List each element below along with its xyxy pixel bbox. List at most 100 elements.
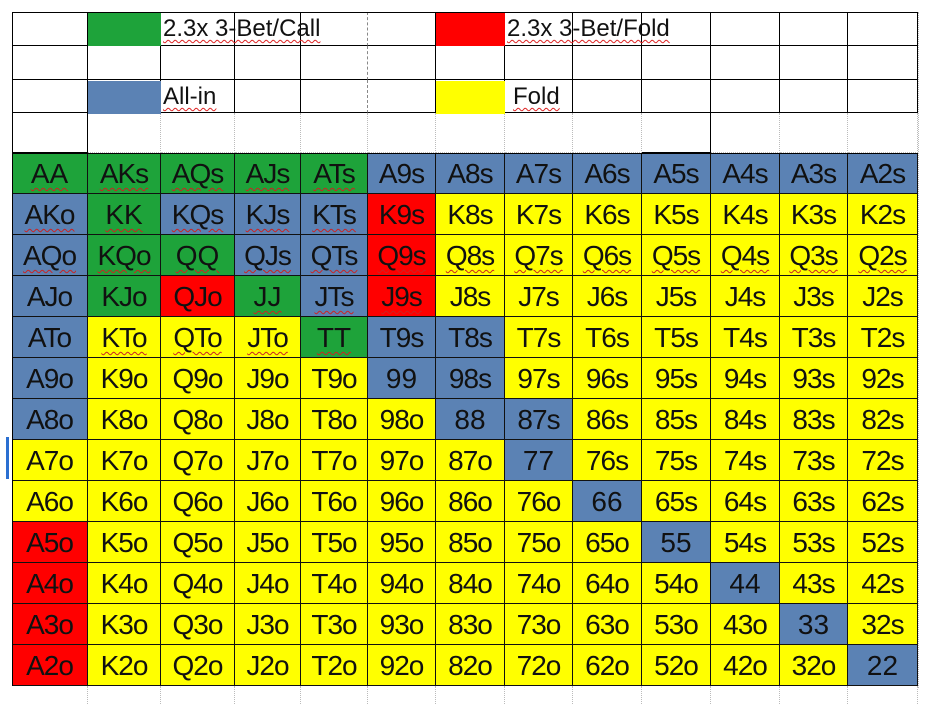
- hand-cell-44[interactable]: 44: [711, 563, 780, 604]
- hand-cell-Q7s[interactable]: Q7s: [505, 235, 573, 276]
- sheet-cell[interactable]: [88, 46, 161, 80]
- hand-cell-85o[interactable]: 85o: [436, 522, 505, 563]
- hand-cell-T3s[interactable]: T3s: [780, 317, 848, 358]
- hand-cell-T9o[interactable]: T9o: [301, 358, 368, 399]
- hand-cell-A8s[interactable]: A8s: [436, 153, 505, 194]
- hand-cell-74o[interactable]: 74o: [505, 563, 573, 604]
- hand-cell-J8s[interactable]: J8s: [436, 276, 505, 317]
- sheet-cell[interactable]: [235, 113, 301, 153]
- hand-cell-K2s[interactable]: K2s: [848, 194, 918, 235]
- sheet-cell[interactable]: [301, 80, 368, 113]
- hand-cell-T2o[interactable]: T2o: [301, 645, 368, 686]
- hand-cell-82o[interactable]: 82o: [436, 645, 505, 686]
- hand-cell-54s[interactable]: 54s: [711, 522, 780, 563]
- sheet-cell[interactable]: [780, 686, 848, 704]
- hand-cell-93o[interactable]: 93o: [368, 604, 436, 645]
- hand-cell-A5s[interactable]: A5s: [642, 153, 711, 194]
- hand-cell-AQs[interactable]: AQs: [161, 153, 235, 194]
- sheet-cell[interactable]: [235, 46, 301, 80]
- hand-cell-73s[interactable]: 73s: [780, 440, 848, 481]
- hand-cell-T7s[interactable]: T7s: [505, 317, 573, 358]
- hand-cell-T9s[interactable]: T9s: [368, 317, 436, 358]
- hand-cell-J3o[interactable]: J3o: [235, 604, 301, 645]
- sheet-cell[interactable]: [161, 686, 235, 704]
- sheet-cell[interactable]: [161, 113, 235, 153]
- hand-cell-K8o[interactable]: K8o: [88, 399, 161, 440]
- hand-cell-J6o[interactable]: J6o: [235, 481, 301, 522]
- hand-cell-74s[interactable]: 74s: [711, 440, 780, 481]
- hand-cell-55[interactable]: 55: [642, 522, 711, 563]
- hand-cell-J8o[interactable]: J8o: [235, 399, 301, 440]
- hand-cell-82s[interactable]: 82s: [848, 399, 918, 440]
- hand-cell-66[interactable]: 66: [573, 481, 642, 522]
- hand-cell-A4o[interactable]: A4o: [12, 563, 88, 604]
- sheet-cell[interactable]: [848, 686, 918, 704]
- hand-cell-75s[interactable]: 75s: [642, 440, 711, 481]
- hand-cell-K3o[interactable]: K3o: [88, 604, 161, 645]
- sheet-cell[interactable]: [711, 686, 780, 704]
- hand-cell-K8s[interactable]: K8s: [436, 194, 505, 235]
- hand-cell-A6o[interactable]: A6o: [12, 481, 88, 522]
- hand-cell-AKo[interactable]: AKo: [12, 194, 88, 235]
- hand-cell-T2s[interactable]: T2s: [848, 317, 918, 358]
- hand-cell-J7o[interactable]: J7o: [235, 440, 301, 481]
- hand-cell-A9o[interactable]: A9o: [12, 358, 88, 399]
- sheet-cell[interactable]: [12, 113, 88, 153]
- hand-cell-62o[interactable]: 62o: [573, 645, 642, 686]
- sheet-cell[interactable]: [161, 12, 235, 46]
- hand-cell-98s[interactable]: 98s: [436, 358, 505, 399]
- sheet-cell[interactable]: [505, 686, 573, 704]
- sheet-cell[interactable]: [436, 686, 505, 704]
- sheet-cell[interactable]: [780, 113, 848, 153]
- hand-cell-86o[interactable]: 86o: [436, 481, 505, 522]
- hand-cell-K5s[interactable]: K5s: [642, 194, 711, 235]
- hand-cell-AQo[interactable]: AQo: [12, 235, 88, 276]
- hand-cell-K9s[interactable]: K9s: [368, 194, 436, 235]
- hand-cell-Q7o[interactable]: Q7o: [161, 440, 235, 481]
- hand-cell-A2o[interactable]: A2o: [12, 645, 88, 686]
- hand-cell-Q4s[interactable]: Q4s: [711, 235, 780, 276]
- hand-cell-K2o[interactable]: K2o: [88, 645, 161, 686]
- hand-cell-K7s[interactable]: K7s: [505, 194, 573, 235]
- hand-cell-95s[interactable]: 95s: [642, 358, 711, 399]
- hand-cell-T3o[interactable]: T3o: [301, 604, 368, 645]
- sheet-cell[interactable]: [573, 12, 642, 46]
- hand-cell-92o[interactable]: 92o: [368, 645, 436, 686]
- hand-cell-QTs[interactable]: QTs: [301, 235, 368, 276]
- hand-cell-Q6s[interactable]: Q6s: [573, 235, 642, 276]
- hand-cell-33[interactable]: 33: [780, 604, 848, 645]
- hand-cell-AA[interactable]: AA: [12, 153, 88, 194]
- hand-cell-KQs[interactable]: KQs: [161, 194, 235, 235]
- sheet-cell[interactable]: [436, 113, 505, 153]
- hand-cell-A5o[interactable]: A5o: [12, 522, 88, 563]
- hand-cell-62s[interactable]: 62s: [848, 481, 918, 522]
- hand-cell-97o[interactable]: 97o: [368, 440, 436, 481]
- sheet-cell[interactable]: [301, 12, 368, 46]
- hand-cell-JJ[interactable]: JJ: [235, 276, 301, 317]
- sheet-cell[interactable]: [573, 46, 642, 80]
- hand-cell-94s[interactable]: 94s: [711, 358, 780, 399]
- hand-cell-T4s[interactable]: T4s: [711, 317, 780, 358]
- sheet-cell[interactable]: [505, 113, 573, 153]
- hand-cell-K6s[interactable]: K6s: [573, 194, 642, 235]
- hand-cell-Q3o[interactable]: Q3o: [161, 604, 235, 645]
- hand-cell-54o[interactable]: 54o: [642, 563, 711, 604]
- sheet-cell[interactable]: [12, 46, 88, 80]
- sheet-cell[interactable]: [642, 80, 711, 113]
- hand-cell-J4s[interactable]: J4s: [711, 276, 780, 317]
- sheet-cell[interactable]: [301, 686, 368, 704]
- hand-cell-43s[interactable]: 43s: [780, 563, 848, 604]
- hand-cell-AJo[interactable]: AJo: [12, 276, 88, 317]
- hand-cell-J2o[interactable]: J2o: [235, 645, 301, 686]
- hand-cell-95o[interactable]: 95o: [368, 522, 436, 563]
- hand-cell-75o[interactable]: 75o: [505, 522, 573, 563]
- hand-cell-A6s[interactable]: A6s: [573, 153, 642, 194]
- hand-cell-42o[interactable]: 42o: [711, 645, 780, 686]
- hand-cell-63s[interactable]: 63s: [780, 481, 848, 522]
- sheet-cell[interactable]: [573, 113, 642, 153]
- hand-cell-87o[interactable]: 87o: [436, 440, 505, 481]
- hand-cell-Q5s[interactable]: Q5s: [642, 235, 711, 276]
- hand-cell-A7o[interactable]: A7o: [12, 440, 88, 481]
- hand-cell-T8s[interactable]: T8s: [436, 317, 505, 358]
- hand-cell-Q5o[interactable]: Q5o: [161, 522, 235, 563]
